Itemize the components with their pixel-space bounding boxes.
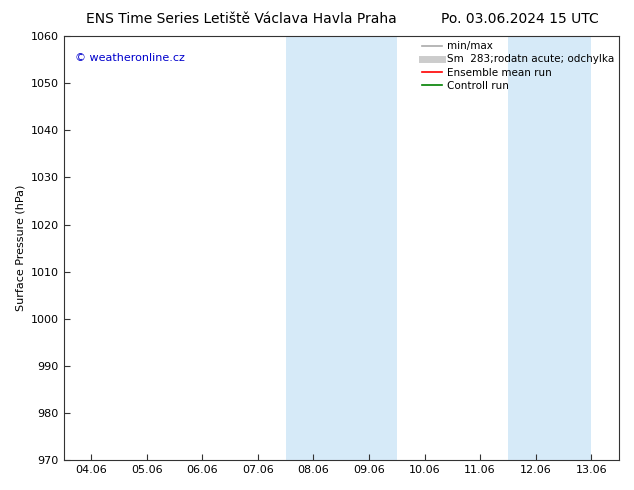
Y-axis label: Surface Pressure (hPa): Surface Pressure (hPa) xyxy=(15,185,25,311)
Text: Po. 03.06.2024 15 UTC: Po. 03.06.2024 15 UTC xyxy=(441,12,598,26)
Bar xyxy=(508,36,592,460)
Text: ENS Time Series Letiště Václava Havla Praha: ENS Time Series Letiště Václava Havla Pr… xyxy=(86,12,396,26)
Text: © weatheronline.cz: © weatheronline.cz xyxy=(75,53,184,63)
Bar xyxy=(286,36,397,460)
Legend: min/max, Sm  283;rodatn acute; odchylka, Ensemble mean run, Controll run: min/max, Sm 283;rodatn acute; odchylka, … xyxy=(422,41,614,91)
